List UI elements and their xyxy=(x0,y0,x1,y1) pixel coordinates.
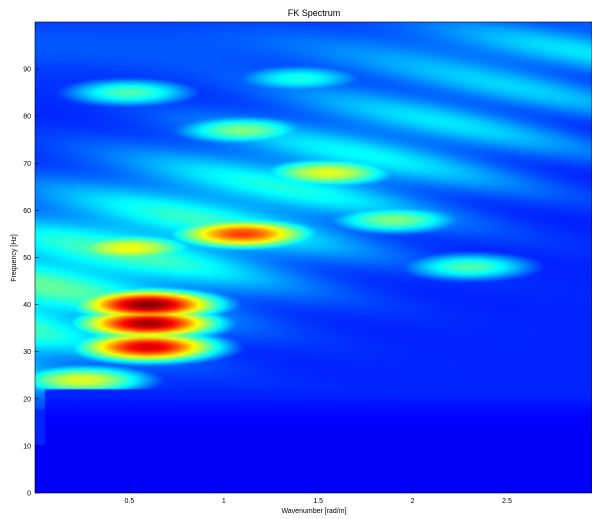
y-tick-label: 40 xyxy=(23,302,31,309)
x-tick-label: 0.5 xyxy=(125,498,135,505)
x-tick-label: 1.5 xyxy=(313,498,323,505)
y-tick-label: 80 xyxy=(23,114,31,121)
heatmap-plot-area xyxy=(34,21,592,494)
x-axis-label: Wavenumber [rad/m] xyxy=(281,508,346,515)
y-tick-label: 30 xyxy=(23,349,31,356)
y-tick-label: 0 xyxy=(27,491,31,498)
y-tick-label: 10 xyxy=(23,443,31,450)
x-tick-label: 1 xyxy=(222,498,226,505)
y-tick-label: 90 xyxy=(23,67,31,74)
heatmap-image xyxy=(35,22,592,493)
x-tick-label: 2.5 xyxy=(502,498,512,505)
x-tick-label: 2 xyxy=(411,498,415,505)
y-tick-label: 60 xyxy=(23,208,31,215)
y-axis-ticks: 0 10 20 30 40 50 60 70 80 90 xyxy=(23,67,39,498)
y-tick-label: 70 xyxy=(23,161,31,168)
chart-title: FK Spectrum xyxy=(288,8,341,18)
y-axis-label: Frequency [Hz] xyxy=(11,234,18,282)
x-axis-ticks: 0.5 1 1.5 2 2.5 xyxy=(125,489,512,505)
y-tick-label: 50 xyxy=(23,255,31,262)
y-tick-label: 20 xyxy=(23,396,31,403)
